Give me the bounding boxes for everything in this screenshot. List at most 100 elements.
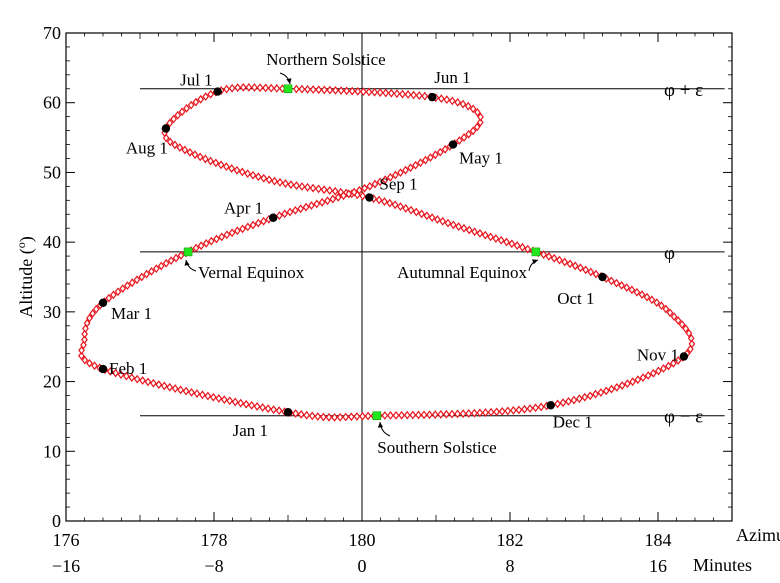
analemma-point xyxy=(365,87,373,97)
analemma-point xyxy=(356,185,363,195)
analemma-point xyxy=(487,407,495,417)
analemma-point xyxy=(254,218,262,228)
analemma-point xyxy=(223,84,230,94)
analemma-point xyxy=(334,193,342,202)
analemma-point xyxy=(687,333,695,343)
analemma-point xyxy=(526,404,534,413)
y-tick-label: 60 xyxy=(43,93,61,113)
analemma-point xyxy=(382,88,390,98)
analemma-point xyxy=(260,173,268,183)
analemma-point xyxy=(655,366,662,376)
analemma-point xyxy=(187,100,195,110)
analemma-point xyxy=(359,191,367,201)
analemma-point xyxy=(231,397,239,407)
analemma-point xyxy=(337,86,345,95)
analemma-point xyxy=(407,205,415,215)
analemma-point xyxy=(403,410,411,420)
analemma-point xyxy=(386,198,394,208)
analemma-point xyxy=(276,211,283,220)
analemma-point xyxy=(336,412,344,422)
analemma-point xyxy=(177,385,184,395)
analemma-point xyxy=(207,236,215,246)
analemma-point xyxy=(402,165,409,175)
analemma-point xyxy=(409,410,417,420)
analemma-point xyxy=(618,280,625,290)
analemma-point xyxy=(412,160,419,170)
analemma-point xyxy=(459,409,467,419)
analemma-point xyxy=(92,304,100,314)
event-label: Southern Solstice xyxy=(377,438,496,457)
event-arrowhead xyxy=(377,422,384,428)
analemma-point xyxy=(473,122,481,132)
analemma-point xyxy=(417,158,424,168)
plot-frame xyxy=(65,32,733,522)
analemma-point xyxy=(438,94,445,103)
y-axis-label: Altitude (o) xyxy=(14,236,37,318)
analemma-point xyxy=(644,371,652,380)
analemma-point xyxy=(128,278,136,288)
analemma-point xyxy=(249,220,257,230)
analemma-point xyxy=(188,387,195,397)
event-label: Vernal Equinox xyxy=(198,263,305,282)
analemma-point xyxy=(81,355,89,365)
analemma-point xyxy=(166,382,174,392)
analemma-point xyxy=(586,391,594,401)
analemma-point xyxy=(550,253,558,263)
analemma-point xyxy=(170,114,177,124)
month-marker xyxy=(213,87,222,96)
month-marker xyxy=(283,408,293,417)
analemma-point xyxy=(613,382,621,392)
analemma-point xyxy=(202,92,209,102)
x-axis-label: Azimuth(o) xyxy=(736,523,780,546)
analemma-point xyxy=(465,409,473,418)
analemma-point xyxy=(123,371,130,381)
analemma-point xyxy=(519,242,526,252)
analemma-point xyxy=(397,168,404,177)
x2-axis-label: Minutes xyxy=(693,555,752,575)
analemma-point xyxy=(537,402,545,412)
analemma-point xyxy=(298,84,306,94)
month-marker xyxy=(546,401,555,410)
month-marker xyxy=(98,364,108,374)
analemma-point xyxy=(653,298,661,308)
analemma-point xyxy=(371,87,378,97)
analemma-point xyxy=(233,165,241,175)
y-tick-label: 70 xyxy=(43,23,61,43)
x-tick-label: 176 xyxy=(53,530,80,550)
analemma-point xyxy=(297,204,305,214)
analemma-point xyxy=(444,218,452,228)
analemma-point xyxy=(320,85,328,95)
analemma-point xyxy=(597,388,605,397)
analemma-point xyxy=(618,381,626,390)
analemma-point xyxy=(454,97,462,107)
analemma-point xyxy=(436,147,444,157)
analemma-point xyxy=(297,409,305,419)
analemma-point xyxy=(114,287,122,297)
analemma-point xyxy=(86,358,93,368)
analemma-point xyxy=(487,232,494,242)
analemma-point xyxy=(660,364,667,373)
analemma-point xyxy=(244,169,251,178)
analemma-point xyxy=(381,197,388,206)
analemma-point xyxy=(381,411,389,420)
analemma-point xyxy=(477,112,484,122)
x2-tick-label: 16 xyxy=(649,556,667,576)
analemma-point xyxy=(503,237,510,247)
month-marker xyxy=(269,213,278,222)
analemma-point xyxy=(404,90,412,99)
event-arrowhead xyxy=(184,260,190,266)
analemma-point xyxy=(639,373,647,382)
analemma-point xyxy=(318,197,326,207)
analemma-point xyxy=(559,398,567,408)
analemma-point xyxy=(292,84,300,94)
analemma-point xyxy=(119,284,127,294)
analemma-point xyxy=(426,410,433,420)
analemma-point xyxy=(248,400,256,410)
analemma-point xyxy=(259,403,266,412)
analemma-point xyxy=(298,182,306,191)
analemma-point xyxy=(80,340,87,350)
analemma-point xyxy=(112,368,119,378)
analemma-point xyxy=(228,164,236,173)
analemma-point xyxy=(481,230,489,240)
